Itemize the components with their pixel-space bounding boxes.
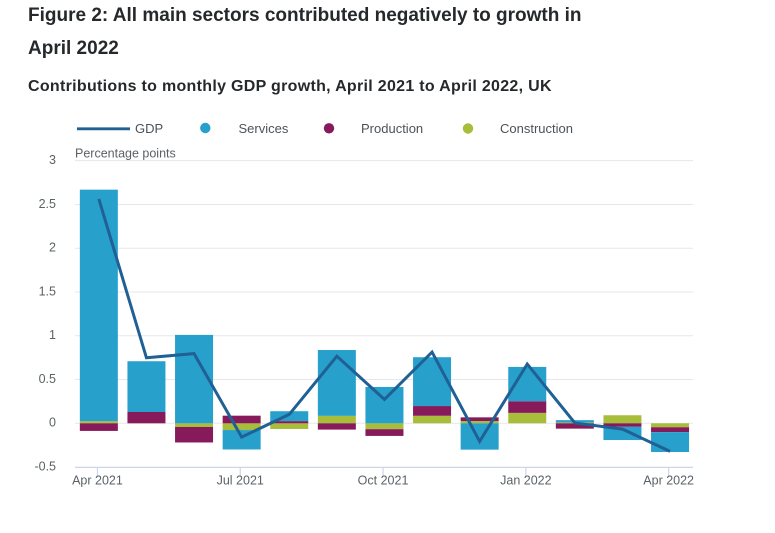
svg-text:Jul 2021: Jul 2021 — [217, 474, 264, 488]
svg-text:0: 0 — [49, 416, 56, 430]
svg-text:Oct 2021: Oct 2021 — [358, 474, 409, 488]
svg-text:3: 3 — [49, 153, 56, 167]
svg-text:GDP: GDP — [135, 121, 163, 136]
svg-text:Construction: Construction — [500, 121, 573, 136]
svg-text:Services: Services — [239, 121, 289, 136]
svg-text:-0.5: -0.5 — [34, 459, 56, 473]
svg-text:0.5: 0.5 — [39, 372, 56, 386]
svg-text:1: 1 — [49, 328, 56, 342]
svg-text:2.5: 2.5 — [39, 197, 56, 211]
svg-text:Apr 2021: Apr 2021 — [72, 474, 123, 488]
svg-text:Jan 2022: Jan 2022 — [500, 474, 551, 488]
svg-text:Apr 2022: Apr 2022 — [643, 474, 694, 488]
svg-text:1.5: 1.5 — [39, 284, 56, 298]
svg-text:Percentage points: Percentage points — [75, 147, 176, 161]
svg-text:2: 2 — [49, 241, 56, 255]
svg-text:Production: Production — [361, 121, 423, 136]
